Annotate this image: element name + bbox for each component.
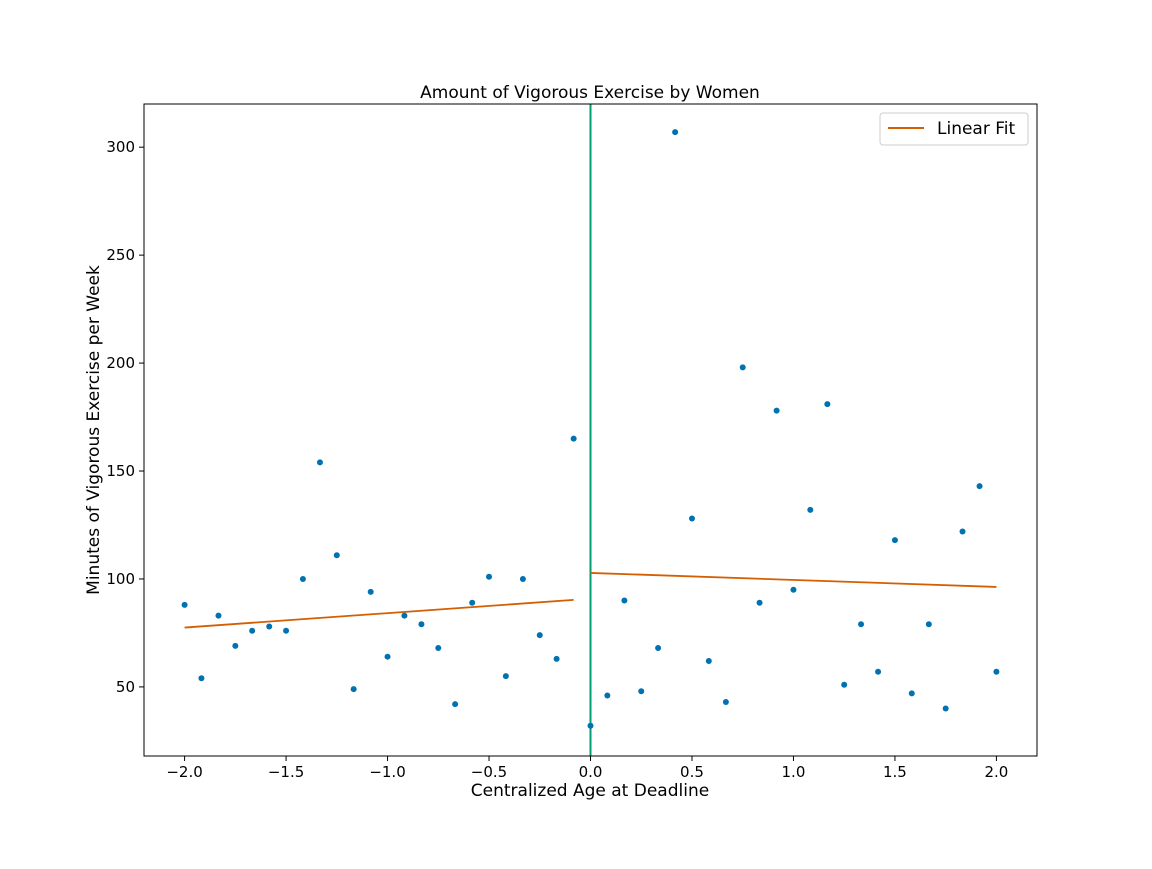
data-point <box>722 699 729 706</box>
data-point <box>469 599 476 606</box>
data-point <box>587 722 594 729</box>
x-axis-label: Centralized Age at Deadline <box>471 781 709 801</box>
data-point <box>367 588 374 595</box>
x-tick-label: −1.0 <box>369 763 405 781</box>
data-point <box>824 401 831 408</box>
legend: Linear Fit <box>879 112 1029 146</box>
data-point <box>215 612 222 619</box>
data-point <box>519 575 526 582</box>
data-point <box>452 701 459 708</box>
legend-label: Linear Fit <box>937 119 1016 139</box>
data-point <box>739 364 746 371</box>
data-point <box>553 655 560 662</box>
data-point <box>502 673 509 680</box>
data-point <box>249 627 256 634</box>
data-point <box>976 483 983 490</box>
x-tick-label: 2.0 <box>984 763 1008 781</box>
data-point <box>198 675 205 682</box>
data-point <box>316 459 323 466</box>
data-point <box>705 658 712 665</box>
data-point <box>688 515 695 522</box>
chart-title: Amount of Vigorous Exercise by Women <box>420 83 760 103</box>
data-point <box>925 621 932 628</box>
y-tick-label: 200 <box>106 354 135 372</box>
y-tick-label: 50 <box>116 678 135 696</box>
data-point <box>333 552 340 559</box>
data-point <box>418 621 425 628</box>
x-tick-label: −1.5 <box>268 763 304 781</box>
data-point <box>486 573 493 580</box>
y-tick-label: 150 <box>106 462 135 480</box>
data-point <box>384 653 391 660</box>
data-point <box>435 645 442 652</box>
data-point <box>993 668 1000 675</box>
data-point <box>858 621 865 628</box>
x-tick-label: 0.5 <box>680 763 704 781</box>
data-point <box>350 686 357 693</box>
x-tick-label: 1.0 <box>782 763 806 781</box>
legend-box <box>879 112 1029 146</box>
y-tick-label: 100 <box>106 570 135 588</box>
data-point <box>181 601 188 608</box>
data-point <box>299 575 306 582</box>
data-point <box>655 645 662 652</box>
data-point <box>638 688 645 695</box>
x-tick-label: 0.0 <box>579 763 603 781</box>
y-tick-label: 250 <box>106 246 135 264</box>
data-point <box>942 705 949 712</box>
data-point <box>401 612 408 619</box>
data-point <box>570 435 577 442</box>
data-point <box>621 597 628 604</box>
plot-area: −2.0 −1.5 −1.0 −0.5 0.0 0.5 1.0 1.5 2.0 50 100 150 2… <box>106 103 1038 781</box>
data-point <box>959 528 966 535</box>
data-point <box>283 627 290 634</box>
y-tick-label: 300 <box>106 138 135 156</box>
data-point <box>790 586 797 593</box>
data-point <box>875 668 882 675</box>
x-tick-label: −2.0 <box>166 763 202 781</box>
fit-line-left <box>184 599 574 629</box>
data-point <box>841 681 848 688</box>
x-tick-label: −0.5 <box>471 763 507 781</box>
data-point <box>672 129 679 136</box>
data-point <box>536 632 543 639</box>
data-point <box>773 407 780 414</box>
data-point <box>891 537 898 544</box>
fit-line-right <box>590 572 997 588</box>
data-point <box>807 506 814 513</box>
data-point <box>604 692 611 699</box>
y-axis-label: Minutes of Vigorous Exercise per Week <box>84 265 104 595</box>
data-point <box>232 642 239 649</box>
data-point <box>908 690 915 697</box>
data-point <box>266 623 273 630</box>
x-tick-label: 1.5 <box>883 763 907 781</box>
data-point <box>756 599 763 606</box>
